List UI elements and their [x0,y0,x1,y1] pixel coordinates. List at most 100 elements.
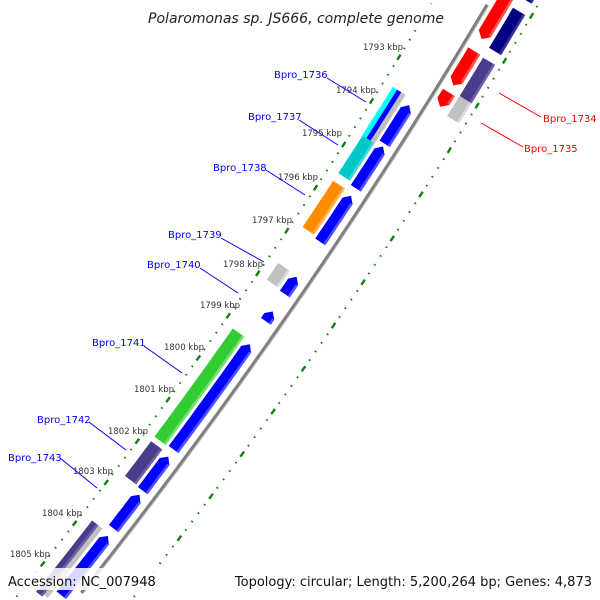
minor-tick [402,219,406,223]
minor-tick [60,538,64,541]
leader-line [265,169,306,196]
gene-label-bpro-1735[interactable]: Bpro_1735 [524,144,578,155]
minor-tick [486,86,490,89]
tick-label: 1804 kbp [42,509,82,519]
minor-tick [178,381,182,385]
minor-tick [353,125,357,129]
gene-label-bpro-1743[interactable]: Bpro_1743 [8,453,62,464]
gene-arrow [261,311,275,325]
minor-tick [431,175,434,178]
minor-tick [344,307,347,310]
gene-bpro-1736-blue [366,89,402,141]
minor-tick [184,528,187,532]
tick-labels: 1793 kbp 1794 kbp 1795 kbp 1796 kbp 1797… [10,43,403,560]
minor-tick [253,435,256,439]
leader-line [298,119,339,146]
leader-line [480,122,524,148]
minor-tick [492,77,495,81]
gene-body [266,263,290,288]
minor-tick [396,228,400,231]
gene-highlight [287,284,299,298]
major-tick [501,57,508,65]
minor-tick [350,298,353,301]
major-tick [418,191,424,198]
minor-tick [386,73,390,76]
minor-tick [519,32,523,36]
gene-arrow [137,456,170,495]
minor-tick [228,469,232,473]
gene-highlight [529,0,534,4]
gene-label-bpro-1741[interactable]: Bpro_1741 [92,338,146,349]
gene-label-bpro-1734[interactable]: Bpro_1734 [543,114,597,125]
gene-body [489,7,526,56]
minor-tick [413,29,417,33]
gene-body [302,180,345,235]
gene-highlight [116,501,141,533]
title-backdrop [150,4,450,26]
minor-tick [250,280,254,284]
minor-tick [464,122,468,125]
leader-line [326,77,367,103]
gene-label-bpro-1738[interactable]: Bpro_1738 [213,163,267,174]
gene-body [168,344,252,454]
minor-tick [320,341,323,345]
major-tick [446,146,452,154]
gene-arrow [315,195,353,246]
tick-label: 1805 kbp [10,550,50,560]
tick-label: 1801 kbp [134,385,174,395]
gene-highlight [145,463,170,495]
minor-tick [244,289,248,292]
minor-tick [191,365,194,368]
minor-tick [348,134,351,138]
gene-bpro-1735 [447,96,472,124]
leader-line [59,457,98,489]
backbone-line [80,3,489,594]
major-tick [254,270,261,277]
gene-highlight [276,269,290,288]
gene-arrow [379,105,411,147]
major-tick [176,535,183,542]
gene-bpro-1736 [362,86,397,139]
minor-tick [470,113,473,116]
minor-tick [314,350,317,353]
minor-tick [209,339,212,343]
gene-bpro-1739 [266,263,290,288]
minor-tick [326,333,329,336]
major-tick [103,479,110,486]
gene-arrow [168,344,252,454]
minor-tick [203,348,206,351]
minor-tick [238,297,242,301]
gene-body [108,494,141,533]
gene-label-bpro-1736[interactable]: Bpro_1736 [274,70,328,81]
minor-tick [234,461,238,464]
minor-tick [185,373,188,376]
minor-tick [92,497,95,501]
major-tick [239,450,246,458]
tick-label: 1794 kbp [336,86,376,96]
minor-tick [154,415,158,418]
gene-label-bpro-1742[interactable]: Bpro_1742 [37,415,91,426]
minor-tick [296,376,299,379]
gene-bpro-1741 [154,328,245,445]
gene-label-bpro-1739[interactable]: Bpro_1739 [168,230,222,241]
gene-label-bpro-1737[interactable]: Bpro_1737 [248,112,302,123]
minor-tick [514,41,517,45]
major-tick [360,278,366,286]
minor-tick [524,23,528,27]
major-tick [208,493,214,500]
gene-bpro-1737 [338,135,375,181]
gene-highlight [347,141,375,181]
gene-reverse [525,0,534,4]
genome-backbone [80,3,490,595]
minor-tick [535,5,539,8]
minor-tick [221,323,224,326]
tick-label: 1795 kbp [302,129,342,139]
minor-tick [338,315,341,319]
tick-label: 1796 kbp [278,173,318,183]
minor-tick [436,166,440,170]
tick-label: 1797 kbp [252,216,292,226]
minor-tick [481,95,484,98]
tick-marks [15,3,539,598]
gene-label-bpro-1740[interactable]: Bpro_1740 [147,260,201,271]
